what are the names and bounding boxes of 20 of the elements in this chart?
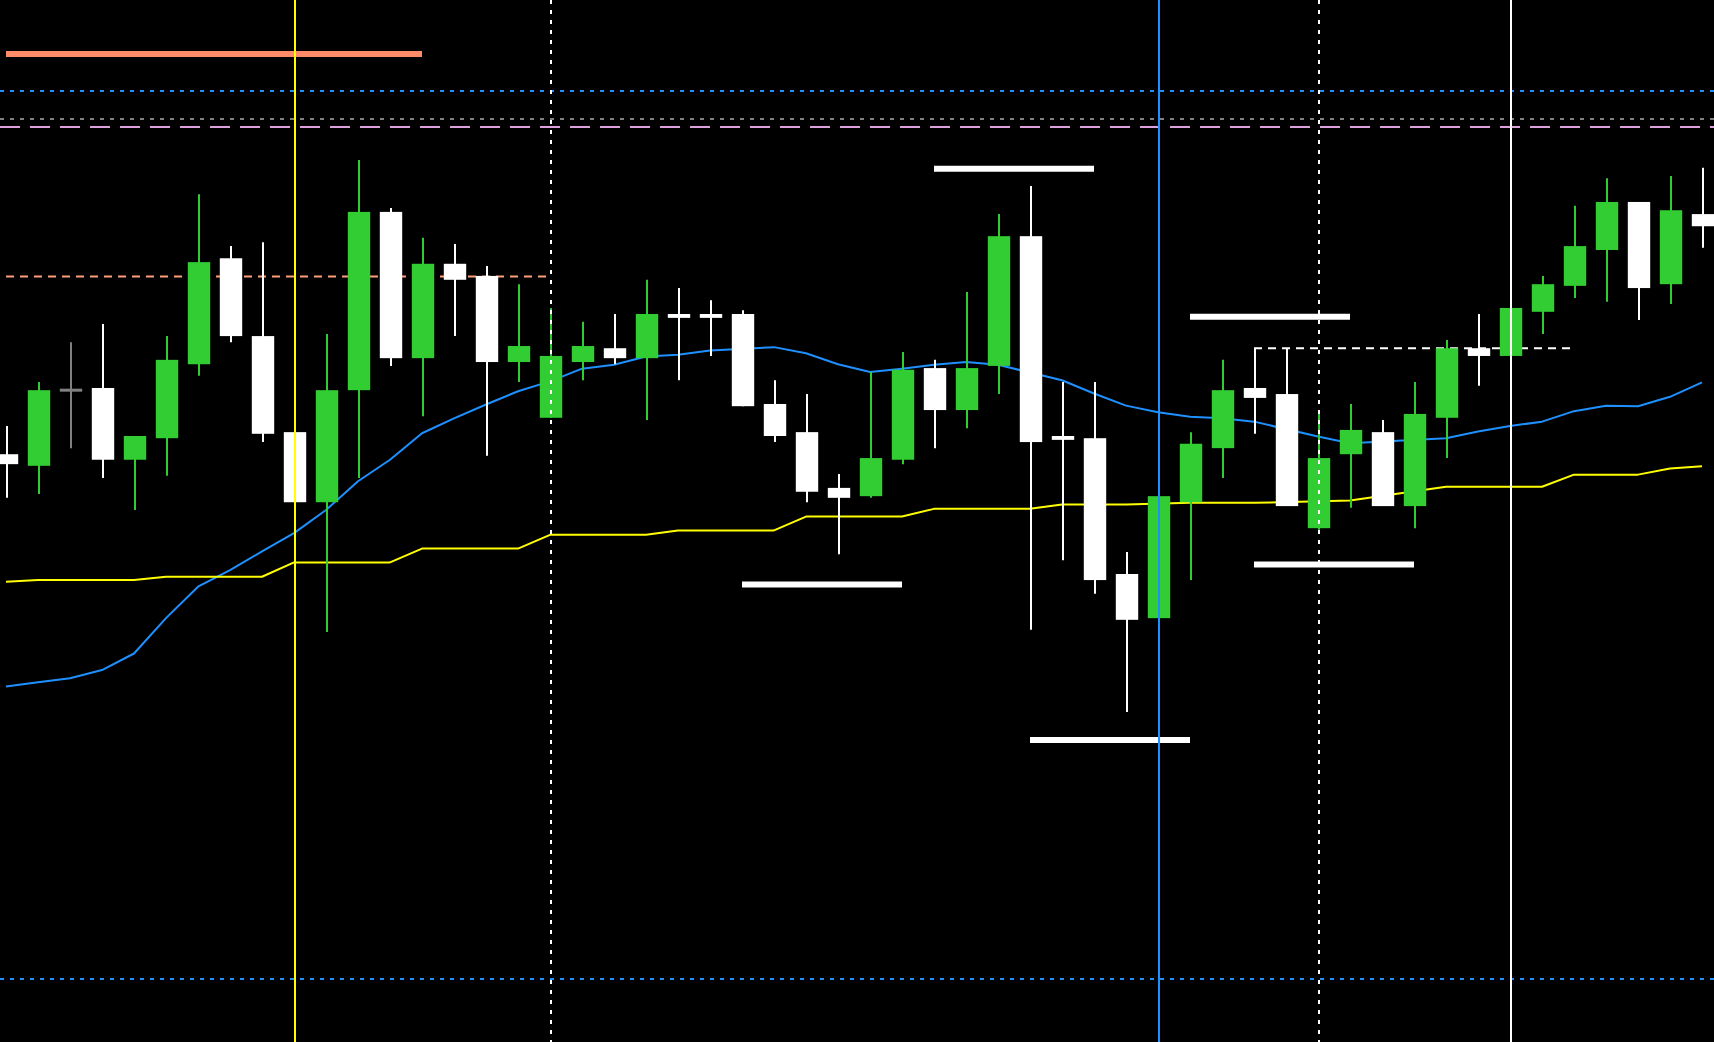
candlestick: [1115, 550, 1139, 713]
candlestick: [699, 299, 723, 357]
candlestick: [1531, 274, 1555, 335]
candlestick: [827, 473, 851, 556]
candlestick: [59, 341, 83, 450]
candlestick: [603, 313, 627, 366]
candlestick: [1339, 402, 1363, 509]
candlestick: [859, 370, 883, 499]
candlestick: [571, 320, 595, 382]
candlestick: [1563, 204, 1587, 299]
candlestick: [923, 358, 947, 450]
candlestick: [1051, 380, 1075, 562]
candlestick: [1691, 166, 1714, 249]
candlestick: [123, 435, 147, 511]
candlestick: [955, 290, 979, 430]
candlestick: [443, 242, 467, 338]
candlestick: [763, 379, 787, 444]
candlestick: [635, 278, 659, 421]
candlestick: [667, 287, 691, 382]
candlestick: [507, 283, 531, 383]
